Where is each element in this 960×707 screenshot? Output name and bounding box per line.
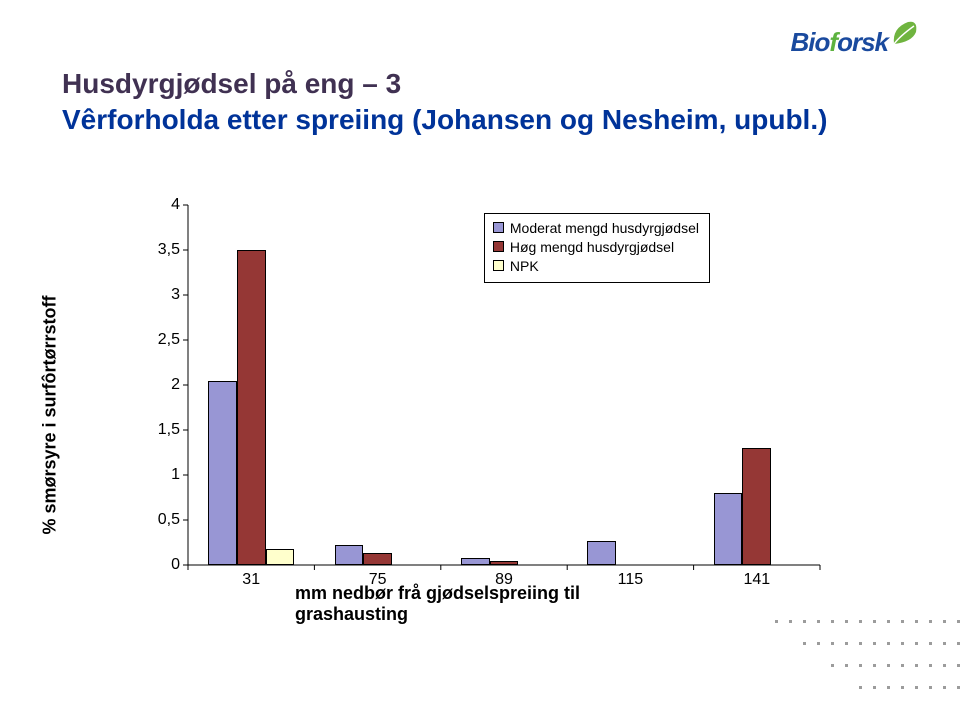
y-tick-label: 1,5 — [158, 421, 180, 439]
y-tick-label: 4 — [171, 196, 180, 214]
bar — [237, 250, 266, 565]
x-tick-label: 141 — [743, 571, 770, 589]
bar — [208, 381, 237, 566]
bar — [266, 549, 295, 565]
y-tick-label: 0,5 — [158, 511, 180, 529]
bar — [742, 448, 771, 565]
slide-title-block: Husdyrgjødsel på eng – 3 Vêrforholda ett… — [62, 68, 827, 136]
bar — [714, 493, 743, 565]
x-tick-label: 31 — [242, 571, 260, 589]
y-tick-label: 2 — [171, 376, 180, 394]
y-tick-label: 3,5 — [158, 241, 180, 259]
brand-text: Bioforsk — [791, 27, 888, 58]
y-tick-label: 3 — [171, 286, 180, 304]
y-tick-label: 1 — [171, 466, 180, 484]
x-axis-label: mm nedbør frå gjødselspreiing til grasha… — [295, 583, 645, 625]
bar — [335, 545, 364, 565]
brand-text-3: orsk — [837, 27, 888, 57]
bar — [587, 541, 616, 565]
brand-text-2: f — [829, 27, 837, 57]
y-tick-label: 0 — [171, 556, 180, 574]
bar — [490, 561, 519, 565]
brand-text-1: Bio — [791, 27, 830, 57]
brand-logo: Bioforsk — [791, 18, 920, 58]
plot-area: Moderat mengd husdyrgjødsel Høg mengd hu… — [188, 205, 820, 565]
leaf-icon — [890, 18, 920, 48]
y-axis-label: % smørsyre i surfôrtørrstoff — [40, 295, 61, 534]
slide-title: Husdyrgjødsel på eng – 3 — [62, 68, 827, 100]
bar — [461, 558, 490, 565]
slide-subtitle: Vêrforholda etter spreiing (Johansen og … — [62, 104, 827, 136]
chart: % smørsyre i surfôrtørrstoff Moderat men… — [120, 205, 820, 625]
bar — [363, 553, 392, 565]
y-tick-label: 2,5 — [158, 331, 180, 349]
